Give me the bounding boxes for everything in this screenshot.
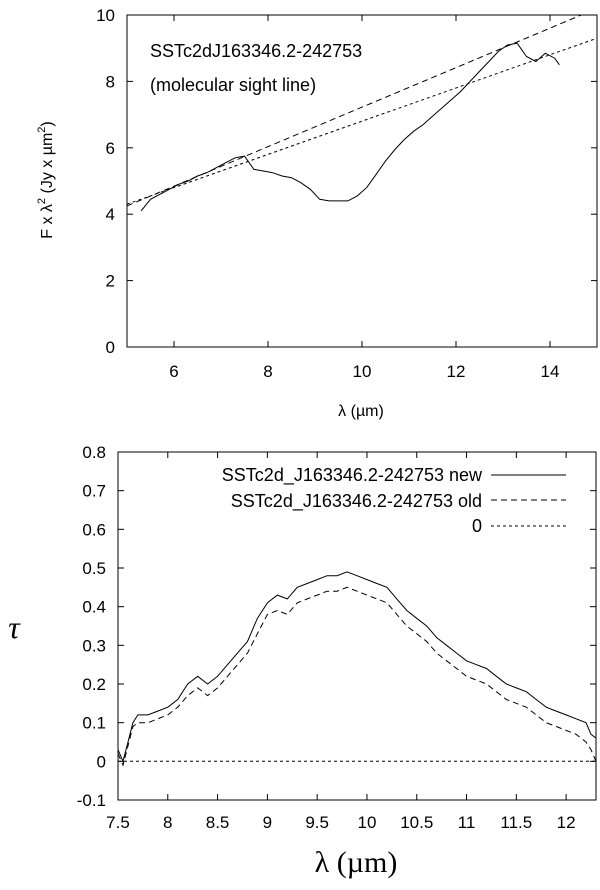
bottom-plot-area: 7.5 8 8.5 9 9.5 10 10.5 11 11.5 12 -0.1 0 0.1 0.2 0.3 0… <box>77 443 597 832</box>
bottom-x-tick-label: 11.5 <box>500 813 532 832</box>
bottom-y-tick-label: 0.3 <box>82 636 106 655</box>
top-x-tick-label: 10 <box>353 362 372 381</box>
bottom-series-line-0 <box>118 571 596 763</box>
top-ylabel-prefix: F x λ <box>39 204 56 239</box>
legend-label-new: SSTc2d_J163346.2-242753 new <box>222 465 483 486</box>
bottom-y-tick-label: 0.2 <box>82 675 106 694</box>
bottom-x-tick-label: 10.5 <box>400 813 433 832</box>
top-y-tick-label: 4 <box>106 205 115 224</box>
top-plot-area: 6 8 10 12 14 0 2 4 6 8 10 <box>96 6 598 381</box>
legend-label-zero: 0 <box>472 516 482 536</box>
bottom-panel: 7.5 8 8.5 9 9.5 10 10.5 11 11.5 12 -0.1 0 0.1 0.2 0.3 0… <box>8 443 597 879</box>
top-y-tick-label: 6 <box>106 139 115 158</box>
top-annotation-line2: (molecular sight line) <box>150 75 316 95</box>
top-y-tick-label: 2 <box>106 272 115 291</box>
top-y-tick-label: 10 <box>96 6 115 25</box>
top-plot-frame <box>126 14 598 348</box>
bottom-y-tick-label: 0.5 <box>82 559 106 578</box>
legend: SSTc2d_J163346.2-242753 new SSTc2d_J1633… <box>222 465 566 536</box>
top-x-tick-label: 12 <box>447 362 466 381</box>
bottom-y-tick-label: 0 <box>97 752 106 771</box>
top-ylabel-sup2: 2 <box>36 127 48 133</box>
top-x-axis-label: λ (µm) <box>338 403 384 420</box>
bottom-y-axis-label: τ <box>8 609 21 645</box>
bottom-x-tick-label: 8.5 <box>206 813 230 832</box>
bottom-y-tick-label: -0.1 <box>77 791 106 810</box>
bottom-y-tick-label: 0.6 <box>82 520 106 539</box>
bottom-y-tick-label: 0.4 <box>82 598 106 617</box>
bottom-x-tick-label: 12 <box>557 813 576 832</box>
top-y-tick-label: 8 <box>106 72 115 91</box>
top-ylabel-suffix: ) <box>39 121 56 126</box>
top-series-line-2 <box>127 37 597 205</box>
top-x-tick-label: 6 <box>169 362 178 381</box>
top-series-line-0 <box>140 42 560 212</box>
bottom-x-tick-label: 10 <box>357 813 376 832</box>
top-y-tick-label: 0 <box>106 338 115 357</box>
top-x-tick-label: 8 <box>263 362 272 381</box>
bottom-y-tick-label: 0.8 <box>82 443 106 462</box>
bottom-x-axis-label: λ (µm) <box>315 846 398 879</box>
bottom-x-tick-label: 9.5 <box>305 813 329 832</box>
top-annotation-line1: SSTc2dJ163346.2-242753 <box>150 41 362 61</box>
bottom-series-line-1 <box>118 586 596 767</box>
top-series-line-1 <box>127 15 583 207</box>
top-y-axis-label: F x λ2 (Jy x µm2) <box>36 121 56 238</box>
legend-label-old: SSTc2d_J163346.2-242753 old <box>231 491 482 512</box>
top-ylabel-sup1: 2 <box>36 198 48 204</box>
bottom-plot-frame <box>117 451 597 801</box>
bottom-x-tick-label: 7.5 <box>106 813 130 832</box>
top-ylabel-middle: (Jy x µm <box>39 133 56 198</box>
top-panel: 6 8 10 12 14 0 2 4 6 8 10 SSTc2dJ163346.2-242753 (… <box>36 6 598 420</box>
bottom-y-tick-label: 0.1 <box>82 714 106 733</box>
bottom-x-tick-label: 9 <box>263 813 272 832</box>
top-x-tick-label: 14 <box>541 362 560 381</box>
bottom-x-tick-label: 11 <box>458 813 476 832</box>
bottom-y-tick-label: 0.7 <box>82 482 106 501</box>
bottom-x-tick-label: 8 <box>163 813 172 832</box>
